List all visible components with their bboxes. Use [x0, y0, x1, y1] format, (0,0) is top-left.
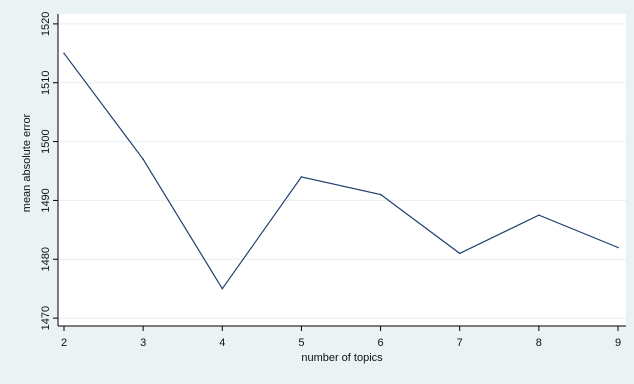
- data-point: [63, 52, 65, 55]
- data-point: [458, 252, 461, 255]
- data-point: [379, 193, 382, 196]
- y-tick-label: 1490: [40, 188, 52, 212]
- x-tick-label: 6: [378, 337, 384, 349]
- y-tick-label: 1500: [40, 129, 52, 153]
- x-axis-label: number of topics: [301, 352, 383, 364]
- x-tick-label: 9: [615, 337, 621, 349]
- x-tick-label: 7: [457, 337, 463, 349]
- series-line: [63, 52, 619, 290]
- x-axis-ticks: 2 3 4 5 6 7 8 9: [61, 326, 621, 349]
- axes: [57, 14, 626, 327]
- x-tick-label: 4: [219, 337, 225, 349]
- data-point: [617, 246, 619, 249]
- gridlines: [59, 23, 626, 319]
- plot-area: [58, 14, 626, 326]
- y-axis-label: mean absolute error: [21, 113, 33, 212]
- y-tick-label: 1480: [40, 247, 52, 271]
- y-tick-label: 1510: [40, 70, 52, 94]
- data-point: [300, 176, 303, 178]
- x-tick-label: 8: [536, 337, 542, 349]
- x-tick-label: 2: [61, 337, 67, 349]
- x-tick-label: 5: [298, 337, 304, 349]
- data-point: [142, 158, 144, 161]
- y-axis-ticks: 1470 1480 1490 1500 1510 1520: [40, 12, 58, 330]
- series-layer: [63, 52, 619, 290]
- y-tick-label: 1520: [40, 12, 52, 36]
- data-point: [538, 214, 540, 216]
- x-tick-label: 3: [140, 337, 146, 349]
- y-tick-label: 1470: [40, 306, 52, 330]
- data-point: [221, 287, 224, 290]
